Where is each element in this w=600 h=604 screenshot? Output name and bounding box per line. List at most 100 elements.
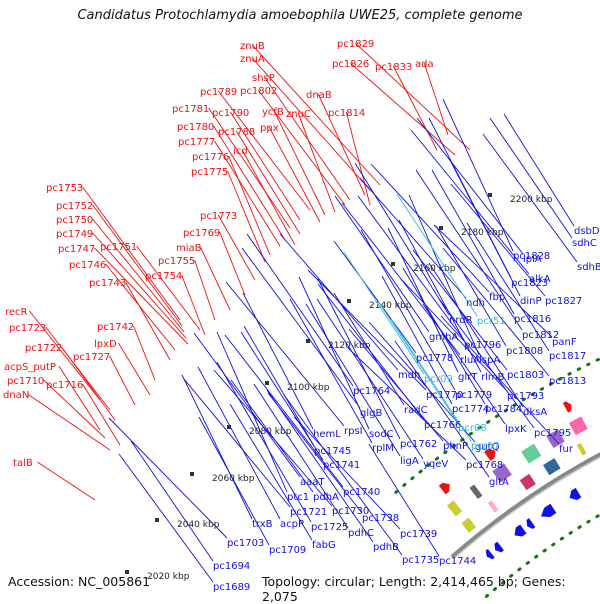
reverse-gene-label: lplA (523, 254, 542, 265)
forward-label-leader (263, 76, 351, 201)
forward-gene-label: pc1753 (46, 183, 83, 194)
forward-label-leader (194, 259, 216, 321)
reverse-gene-label: ptc1 (287, 492, 309, 503)
reverse-gene-label: sdhB (577, 262, 600, 273)
forward-gene-label: pc1802 (240, 86, 277, 97)
reverse-gene-label: ligA (400, 456, 419, 467)
forward-gene-label: pc1833 (375, 62, 412, 73)
reverse-gene-label: pc1803 (507, 370, 544, 381)
forward-gene-label: znuA (240, 54, 265, 65)
reverse-gene-label: pc1709 (269, 545, 306, 556)
forward-gene-label: pc1814 (328, 108, 365, 119)
reverse-label-leader (416, 117, 524, 255)
reverse-label-leader (431, 169, 515, 315)
forward-gene-arrow (484, 449, 496, 461)
kbp-tick-mark (190, 472, 194, 476)
forward-label-leader (29, 310, 101, 401)
forward-gene-label: miaB (176, 243, 202, 254)
reverse-label-leader (410, 129, 530, 275)
reverse-gene-label: pc1694 (213, 561, 250, 572)
accession-text: Accession: NC_005861 (8, 574, 151, 589)
reverse-gene-label: hemL (313, 429, 341, 440)
forward-label-leader (27, 393, 111, 451)
reverse-gene-label: pc1828 (513, 251, 550, 262)
reverse-gene-label: pc1766 (424, 420, 461, 431)
reverse-label-leader (241, 247, 361, 409)
gene-labels: pc1829 pc1826 pc1833 ada znuB znuA shsP pc1802 d… (3, 39, 600, 593)
reverse-gene-label: fabG (312, 540, 336, 551)
reverse-label-leader (242, 292, 314, 430)
reverse-label-leader (283, 394, 403, 556)
reverse-gene-label: pc1762 (400, 439, 437, 450)
reverse-gene-label: aaaT (300, 477, 325, 488)
reverse-gene-label: pc1813 (549, 376, 586, 387)
reverse-gene-arrow (526, 518, 536, 529)
forward-gene-label: pc1769 (183, 228, 220, 239)
kbp-tick-label: 2040 kbp (177, 520, 220, 530)
reverse-gene-label: pc1774 (452, 404, 489, 415)
reverse-gene-label: pc1816 (514, 314, 551, 325)
forward-label-leader (213, 125, 286, 241)
kbp-tick-mark (439, 226, 443, 230)
forward-label-leader (273, 110, 326, 216)
forward-label-leader (228, 155, 271, 256)
reverse-gene-label: trxB (252, 519, 273, 530)
reverse-label-leader (193, 332, 301, 478)
reverse-label-leader (381, 275, 453, 405)
reverse-gene-label: acpP (280, 519, 304, 530)
reverse-label-leader (482, 133, 578, 263)
reverse-label-leader (253, 383, 349, 529)
kbp-tick-label: 2140 kbp (369, 301, 412, 311)
forward-label-leader (208, 107, 291, 229)
reverse-label-leader (442, 247, 550, 377)
reverse-gene-label: pc1795 (534, 428, 571, 439)
reverse-label-leader (387, 227, 459, 373)
forward-gene-label: pc1747 (58, 244, 95, 255)
forward-label-leader (392, 65, 438, 151)
reverse-label-leader (357, 195, 465, 341)
label-leaders (27, 42, 578, 583)
reverse-label-leader (267, 392, 363, 514)
reverse-gene-label: gutQ (475, 442, 500, 453)
reverse-label-leader (293, 416, 401, 530)
reverse-gene-label: pc1812 (522, 330, 559, 341)
reverse-gene-label: pc1689 (213, 582, 250, 593)
reverse-gene-label: phnP (443, 441, 468, 452)
kbp-tick-label: 2180 kbp (461, 228, 504, 238)
reverse-gene-label: pc1740 (343, 487, 380, 498)
reverse-gene-label: pc1784 (485, 404, 522, 415)
reverse-label-leader (197, 366, 281, 520)
cog-block-outer (492, 463, 512, 483)
reverse-label-leader (428, 262, 524, 408)
reverse-label-leader (240, 331, 324, 461)
reverse-gene-label: pc1703 (227, 538, 264, 549)
forward-label-leader (43, 379, 106, 439)
reverse-label-leader (370, 163, 490, 293)
rna-label-leader (390, 318, 472, 442)
forward-label-leader (317, 93, 366, 196)
cog-block-outer (521, 443, 542, 464)
forward-label-leader (268, 126, 321, 223)
forward-label-leader (229, 111, 301, 221)
reverse-label-leader (216, 361, 312, 523)
forward-gene-label: dnaB (306, 90, 332, 101)
forward-gene-label: pc1829 (337, 39, 374, 50)
reverse-label-leader (503, 113, 575, 227)
reverse-label-leader (108, 417, 228, 539)
reverse-gene-label: pc1768 (466, 460, 503, 471)
reverse-gene-label: pc1823 (511, 278, 548, 289)
forward-label-leader (109, 355, 136, 406)
reverse-label-leader (439, 299, 535, 429)
reverse-gene-label: pc1778 (416, 353, 453, 364)
reverse-gene-label: lpxK (505, 424, 527, 435)
forward-label-leader (214, 140, 281, 247)
reverse-label-leader (489, 117, 573, 239)
reverse-label-leader (118, 453, 214, 583)
forward-gene-label: pc1777 (178, 137, 215, 148)
reverse-gene-arrow (541, 503, 557, 517)
reverse-label-leader (354, 162, 450, 316)
reverse-label-leader (289, 298, 373, 444)
forward-gene-label: pc1781 (172, 104, 209, 115)
forward-label-leader (92, 218, 185, 333)
